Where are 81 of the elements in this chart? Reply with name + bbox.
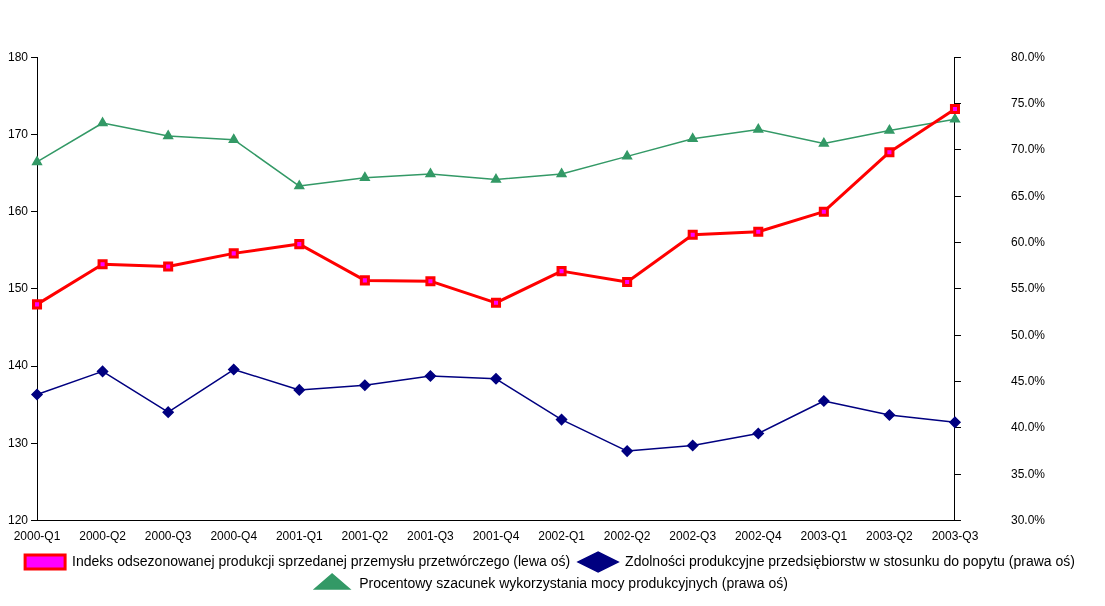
point bbox=[687, 133, 698, 143]
point bbox=[31, 299, 43, 310]
y-tick-label: 180 bbox=[7, 49, 29, 64]
y-tick-label: 140 bbox=[7, 358, 29, 373]
point bbox=[294, 239, 305, 250]
point bbox=[228, 248, 239, 259]
y2-tick-label: 65.0% bbox=[1010, 188, 1046, 203]
point bbox=[949, 113, 961, 123]
point bbox=[556, 266, 567, 277]
point bbox=[818, 395, 830, 407]
x-tick-label: 2002-Q2 bbox=[603, 529, 651, 544]
x-tick-label: 2000-Q1 bbox=[13, 529, 61, 544]
point bbox=[424, 370, 437, 382]
legend-label: Zdolności produkcyjne przedsiębiorstw w stosunku do popytu (prawa oś) bbox=[625, 552, 1075, 569]
point bbox=[227, 363, 240, 376]
point bbox=[884, 147, 895, 158]
point bbox=[490, 173, 502, 183]
point bbox=[162, 406, 174, 418]
point bbox=[490, 373, 502, 385]
point bbox=[163, 261, 174, 272]
point bbox=[883, 409, 896, 421]
point bbox=[622, 276, 633, 287]
y2-tick-label: 70.0% bbox=[1010, 142, 1046, 157]
point bbox=[818, 206, 829, 217]
x-tick-label: 2000-Q2 bbox=[79, 529, 127, 544]
y2-tick-label: 50.0% bbox=[1010, 327, 1046, 342]
y-tick-label: 170 bbox=[7, 126, 29, 141]
point bbox=[97, 117, 108, 127]
point bbox=[818, 137, 829, 147]
y-tick-label: 120 bbox=[7, 512, 29, 527]
point bbox=[293, 384, 306, 396]
y2-tick-label: 60.0% bbox=[1010, 234, 1046, 249]
y2-tick-label: 30.0% bbox=[1010, 512, 1046, 527]
x-tick-label: 2001-Q3 bbox=[407, 529, 455, 544]
x-tick-label: 2001-Q1 bbox=[275, 529, 323, 544]
x-tick-label: 2002-Q3 bbox=[669, 529, 717, 544]
point bbox=[425, 276, 436, 287]
x-tick-label: 2003-Q2 bbox=[866, 529, 914, 544]
point bbox=[425, 168, 436, 178]
point bbox=[163, 130, 174, 140]
point bbox=[359, 275, 370, 286]
x-tick-label: 2001-Q4 bbox=[472, 529, 520, 544]
y-tick-label: 150 bbox=[7, 281, 29, 296]
point bbox=[97, 259, 108, 270]
point bbox=[621, 445, 633, 457]
point bbox=[949, 103, 961, 114]
point bbox=[752, 427, 765, 440]
y-tick-label: 160 bbox=[7, 203, 29, 218]
y2-tick-label: 35.0% bbox=[1010, 466, 1046, 481]
y2-tick-label: 45.0% bbox=[1010, 373, 1046, 388]
point bbox=[490, 297, 502, 308]
point bbox=[949, 416, 961, 429]
legend-label: Procentowy szacunek wykorzystania mocy produkcyjnych (prawa oś) bbox=[359, 574, 788, 591]
point bbox=[96, 365, 109, 378]
point bbox=[31, 156, 43, 166]
point bbox=[753, 123, 764, 133]
point bbox=[31, 388, 43, 401]
y-tick-label: 130 bbox=[7, 435, 29, 450]
point bbox=[687, 229, 698, 240]
point bbox=[753, 226, 764, 237]
x-tick-label: 2003-Q1 bbox=[800, 529, 848, 544]
point bbox=[228, 133, 239, 143]
x-tick-label: 2003-Q3 bbox=[931, 529, 979, 544]
x-tick-label: 2000-Q4 bbox=[210, 529, 258, 544]
point bbox=[359, 379, 371, 392]
x-tick-label: 2001-Q2 bbox=[341, 529, 389, 544]
point bbox=[294, 180, 305, 190]
x-tick-label: 2002-Q1 bbox=[538, 529, 586, 544]
point bbox=[686, 439, 699, 452]
point bbox=[884, 124, 895, 134]
point bbox=[556, 168, 567, 178]
y2-tick-label: 80.0% bbox=[1010, 49, 1046, 64]
y2-tick-label: 75.0% bbox=[1010, 95, 1046, 110]
point bbox=[622, 150, 633, 160]
x-tick-label: 2002-Q4 bbox=[734, 529, 782, 544]
point bbox=[555, 413, 568, 426]
y2-tick-label: 55.0% bbox=[1010, 281, 1046, 296]
y2-tick-label: 40.0% bbox=[1010, 420, 1046, 435]
legend-label: Indeks odsezonowanej produkcji sprzedanej przemysłu przetwórczego (lewa oś) bbox=[72, 552, 571, 569]
x-tick-label: 2000-Q3 bbox=[144, 529, 192, 544]
point bbox=[359, 171, 370, 181]
